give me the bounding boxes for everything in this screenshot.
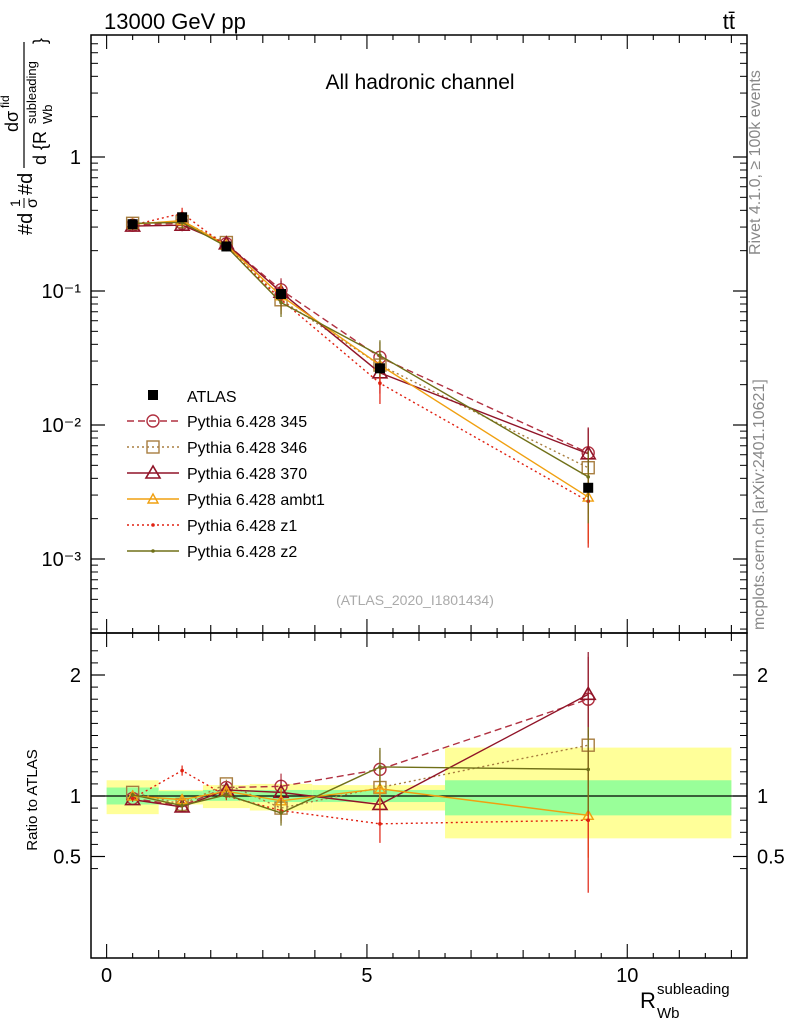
legend-entry: Pythia 6.428 z2 (127, 544, 297, 561)
ratio-line (132, 766, 589, 814)
data-point (221, 241, 232, 252)
series-line (132, 212, 589, 502)
svg-text:d {R: d {R (30, 131, 50, 165)
main-ytick-label: 10⁻³ (42, 549, 82, 571)
data-point (279, 300, 283, 305)
ratio-series-z2 (130, 727, 591, 826)
data-point (579, 685, 597, 701)
data-point (586, 818, 591, 822)
main-ylabel: #d 1 σ #d dσ fid d {R subleading Wb } (0, 38, 55, 235)
ratio-ytick-label-right: 2 (757, 665, 768, 687)
ratio-ytick-label: 0.5 (53, 847, 81, 869)
data-point (148, 390, 158, 400)
data-point (130, 796, 135, 801)
data-point (583, 482, 594, 493)
data-point (146, 440, 160, 454)
series-370 (124, 216, 597, 501)
data-point (378, 353, 382, 358)
data-point (378, 822, 382, 826)
ratio-panel: 0.5 0.5 1 1 2 2 0 5 10 (53, 632, 785, 987)
svg-text:#d: #d (15, 173, 37, 195)
data-point (173, 798, 191, 813)
data-point (177, 212, 188, 223)
data-point (144, 464, 162, 479)
data-point (130, 792, 135, 797)
xtick-label: 10 (616, 965, 638, 987)
svg-text:Wb: Wb (40, 105, 55, 125)
data-point (374, 363, 385, 374)
data-point (151, 523, 155, 527)
header-energy: 13000 GeV pp (104, 9, 246, 34)
legend-label: Pythia 6.428 346 (187, 440, 307, 457)
svg-text:fid: fid (0, 95, 12, 108)
main-panel: 10⁻³ 10⁻² 10⁻¹ 1 (42, 34, 748, 634)
main-ytick-label: 1 (70, 147, 81, 169)
mcplots-label: mcplots.cern.ch [arXiv:2401.10621] (751, 379, 768, 630)
data-point (378, 765, 382, 769)
xtick-label: 5 (361, 965, 372, 987)
svg-text:}: } (30, 38, 50, 44)
data-point (224, 792, 229, 797)
ratio-line (132, 744, 589, 809)
rivet-label: Rivet 4.1.0, ≥ 100k events (747, 70, 764, 255)
legend: ATLAS Pythia 6.428 345 Pythia 6.428 346 Pyt… (127, 389, 325, 561)
ratio-ytick-label-right: 1 (757, 786, 768, 808)
data-point (146, 492, 160, 504)
svg-text:subleading: subleading (657, 981, 730, 998)
legend-label: Pythia 6.428 370 (187, 466, 307, 483)
main-ytick-label: 10⁻¹ (42, 281, 82, 303)
xtick-label: 0 (101, 965, 112, 987)
svg-text:1: 1 (7, 199, 23, 207)
legend-entry: Pythia 6.428 370 (127, 464, 307, 483)
data-point (180, 803, 184, 808)
legend-entry: Pythia 6.428 ambt1 (127, 492, 325, 509)
series-line (132, 219, 589, 498)
ratio-line (132, 788, 589, 817)
data-point (127, 219, 138, 230)
header-process: tt̄ (723, 9, 735, 34)
data-point (146, 414, 160, 428)
data-point (586, 767, 591, 772)
watermark: (ATLAS_2020_I1801434) (336, 592, 494, 608)
data-point (151, 549, 155, 553)
data-point (378, 381, 382, 386)
svg-text:dσ: dσ (2, 111, 22, 132)
ratio-line (132, 693, 589, 808)
legend-entry: Pythia 6.428 345 (127, 414, 307, 431)
data-point (279, 811, 283, 815)
series-line (132, 221, 589, 478)
svg-text:#d: #d (15, 213, 37, 235)
legend-entry-atlas: ATLAS (148, 389, 237, 406)
legend-entry: Pythia 6.428 346 (127, 440, 307, 457)
ratio-ylabel: Ratio to ATLAS (24, 749, 41, 850)
ratio-ytick-label-right: 0.5 (757, 847, 785, 869)
main-title: All hadronic channel (325, 71, 514, 94)
x-axis-label: R subleading Wb (640, 981, 730, 1022)
legend-label: Pythia 6.428 ambt1 (187, 492, 325, 509)
data-point (276, 288, 287, 299)
ratio-ytick-label: 1 (70, 786, 81, 808)
svg-text:R: R (640, 988, 656, 1013)
ratio-ytick-label: 2 (70, 665, 81, 687)
legend-label: Pythia 6.428 z2 (187, 544, 297, 561)
svg-text:Wb: Wb (657, 1005, 680, 1022)
data-point (586, 475, 591, 479)
main-ytick-label: 10⁻² (42, 415, 82, 437)
svg-text:subleading: subleading (24, 61, 39, 124)
legend-label: Pythia 6.428 345 (187, 414, 307, 431)
data-point (180, 768, 184, 773)
legend-label: ATLAS (187, 389, 237, 406)
ratio-line (132, 698, 589, 807)
series-line (132, 222, 589, 454)
legend-label: Pythia 6.428 z1 (187, 518, 297, 535)
svg-text:σ: σ (24, 198, 41, 208)
series-atlas (127, 212, 594, 493)
data-point (373, 782, 387, 794)
legend-entry: Pythia 6.428 z1 (127, 518, 297, 535)
